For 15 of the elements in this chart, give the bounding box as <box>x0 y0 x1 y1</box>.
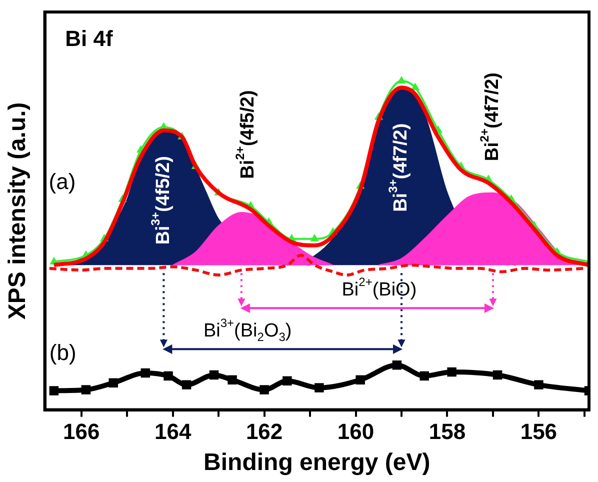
annotation: Bi2+(4f5/2) <box>233 90 259 179</box>
annotation: Bi3+(4f7/2) <box>386 123 412 212</box>
annotation: (b) <box>49 340 76 366</box>
y-axis-title: XPS intensity (a.u.) <box>4 102 32 320</box>
annotation: Bi3+(4f5/2) <box>148 156 174 245</box>
x-axis-title: Binding energy (eV) <box>204 449 430 476</box>
x-tick-label: 160 <box>337 419 374 444</box>
x-tick-label: 158 <box>428 419 466 444</box>
annotation: Bi2+(4f7/2) <box>478 72 504 162</box>
x-tick-label: 156 <box>520 419 558 444</box>
annotation: (a) <box>48 169 76 194</box>
x-tick-label: 166 <box>63 419 100 444</box>
text: Bi 4f <box>65 26 114 51</box>
x-tick-label: 162 <box>246 419 283 444</box>
x-tick-label: 164 <box>154 419 192 444</box>
